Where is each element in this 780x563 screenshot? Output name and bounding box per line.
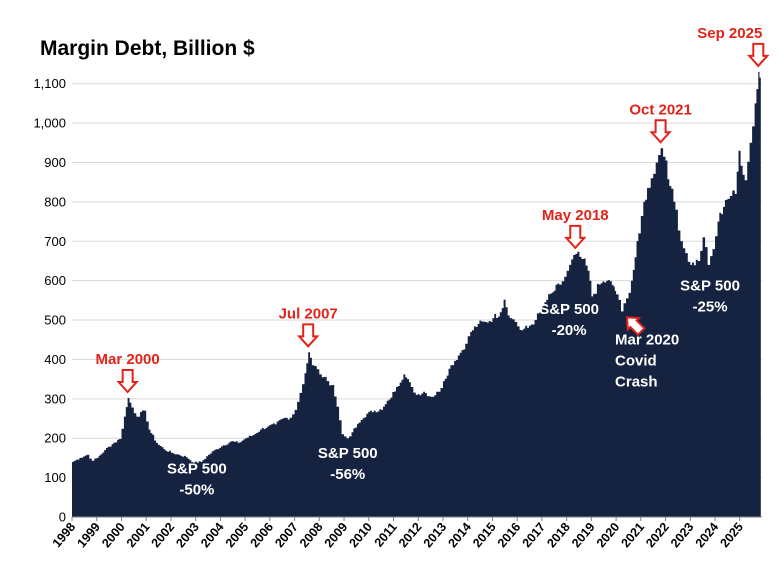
peak-label-mar-2000: Mar 2000	[96, 351, 160, 368]
x-tick-label: 1998	[50, 520, 79, 550]
peak-arrow-may-2018	[564, 224, 587, 250]
drawdown-label-line: -20%	[552, 322, 587, 339]
x-tick-label: 2025	[717, 520, 746, 550]
x-tick-label: 2007	[272, 520, 301, 550]
y-tick-label: 500	[44, 313, 66, 328]
x-tick-label: 2013	[421, 520, 450, 550]
y-tick-label: 900	[44, 155, 66, 170]
drawdown-label-line: S&P 500	[680, 278, 740, 295]
drawdown-label-line: S&P 500	[539, 301, 599, 318]
trough-label-mar-2020: Mar 2020 Covid Crash	[615, 331, 679, 390]
chart-title: Margin Debt, Billion $	[40, 37, 255, 60]
x-axis-tick-labels: 1998199920002001200220032004200520062007…	[50, 517, 746, 550]
trough-label-line: Covid	[615, 352, 657, 369]
peak-label-oct-2021: Oct 2021	[629, 101, 692, 118]
x-tick-label: 2002	[149, 520, 178, 550]
peak-label-jul-2007: Jul 2007	[279, 305, 338, 322]
x-tick-label: 2021	[619, 520, 648, 550]
trough-label-line: Crash	[615, 373, 658, 390]
x-tick-label: 2005	[223, 520, 252, 550]
peak-arrow-mar-2000	[116, 369, 139, 394]
margin-debt-area	[72, 71, 761, 518]
x-tick-label: 2016	[495, 520, 524, 550]
x-tick-label: 1999	[74, 520, 103, 550]
trough-arrow-group	[625, 316, 646, 337]
drawdown-label-dd-2000: S&P 500 -50%	[167, 461, 227, 499]
grid-lines	[72, 83, 762, 479]
x-tick-label: 2003	[173, 520, 202, 550]
x-tick-label: 2004	[198, 520, 227, 550]
x-tick-label: 2019	[569, 520, 598, 550]
y-tick-label: 800	[44, 194, 66, 209]
y-tick-label: 1,000	[33, 116, 66, 131]
x-tick-label: 2000	[99, 520, 128, 550]
peak-label-sep-2025: Sep 2025	[697, 25, 762, 42]
drawdown-label-line: -25%	[693, 299, 728, 316]
y-axis-tick-labels: 0 100 200 300 400 500 600 700 800 900 1,000 1,100	[33, 76, 66, 524]
x-tick-label: 2008	[297, 520, 326, 550]
drawdown-labels: S&P 500 -50%S&P 500 -56%S&P 500 -20%S&P 500…	[167, 278, 740, 499]
drawdown-label-dd-2007: S&P 500 -56%	[318, 445, 378, 483]
x-tick-label: 2022	[643, 520, 672, 550]
y-tick-label: 200	[44, 431, 66, 446]
drawdown-label-line: S&P 500	[167, 461, 227, 478]
drawdown-label-dd-2018: S&P 500 -20%	[539, 301, 599, 339]
peak-annotations: Mar 2000 Jul 2007 May 2018 Oct 2021 Sep 2025…	[96, 25, 770, 394]
y-tick-label: 700	[44, 234, 66, 249]
x-tick-label: 2006	[248, 520, 277, 550]
peak-arrow-jul-2007	[296, 323, 320, 348]
x-tick-label: 2017	[520, 520, 549, 550]
y-tick-label: 300	[44, 391, 66, 406]
y-tick-label: 600	[44, 273, 66, 288]
y-tick-label: 0	[59, 510, 66, 525]
drawdown-label-dd-2021: S&P 500 -25%	[680, 278, 740, 316]
x-tick-label: 2010	[346, 520, 375, 550]
x-tick-label: 2015	[470, 520, 499, 550]
x-tick-label: 2009	[322, 520, 351, 550]
x-tick-label: 2018	[544, 520, 573, 550]
x-tick-label: 2011	[372, 520, 400, 550]
x-tick-label: 2001	[124, 520, 153, 550]
trough-arrow-mar-2020	[625, 316, 646, 337]
x-tick-label: 2020	[594, 520, 623, 550]
x-tick-label: 2023	[668, 520, 697, 550]
x-tick-label: 2024	[693, 520, 722, 550]
peak-arrow-sep-2025	[747, 42, 770, 68]
trough-label-line: Mar 2020	[615, 331, 679, 348]
drawdown-label-line: S&P 500	[318, 445, 378, 462]
y-tick-label: 400	[44, 352, 66, 367]
peak-label-may-2018: May 2018	[542, 207, 609, 224]
y-tick-label: 1,100	[33, 76, 66, 91]
x-tick-label: 2012	[396, 520, 425, 550]
peak-arrow-oct-2021	[649, 119, 672, 144]
y-tick-label: 100	[44, 470, 66, 485]
drawdown-label-line: -50%	[179, 482, 214, 499]
x-tick-label: 2014	[445, 520, 474, 550]
drawdown-label-line: -56%	[330, 466, 365, 483]
